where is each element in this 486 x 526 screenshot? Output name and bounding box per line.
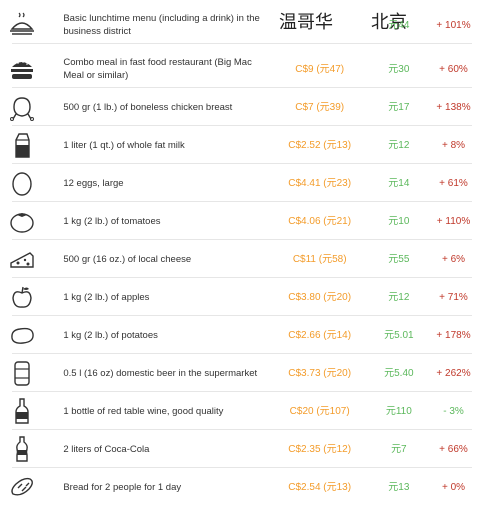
- item-description: 500 gr (1 lb.) of boneless chicken breas…: [63, 101, 233, 113]
- price-difference: + 262%: [436, 367, 471, 379]
- item-description: 1 kg (2 lb.) of tomatoes: [63, 215, 161, 227]
- item-description: 12 eggs, large: [63, 177, 124, 189]
- beijing-price: 元12: [388, 139, 410, 151]
- vancouver-price: C$4.06 (元21): [288, 215, 352, 227]
- table-row: 1 bottle of red table wine, good quality…: [0, 392, 478, 430]
- egg-icon: [0, 164, 43, 202]
- vancouver-price: C$20 (元107): [289, 405, 350, 417]
- apple-icon: [0, 278, 43, 316]
- beijing-price: 元14: [388, 177, 410, 189]
- item-description: 1 kg (2 lb.) of apples: [63, 291, 150, 303]
- vancouver-price: C$9 (元47): [295, 63, 345, 75]
- lunch-tray-icon: [0, 6, 43, 44]
- price-difference: + 6%: [441, 253, 466, 265]
- vancouver-header: 温哥华: [279, 12, 333, 33]
- item-description: Basic lunchtime menu (including a drink)…: [63, 13, 260, 37]
- vancouver-price: C$4.41 (元23): [288, 177, 352, 189]
- item-description: 1 bottle of red table wine, good quality: [63, 405, 224, 417]
- price-difference: + 101%: [436, 19, 471, 31]
- price-difference: + 60%: [439, 63, 468, 75]
- table-row: Bread for 2 people for 1 day C$2.54 (元13…: [0, 468, 478, 506]
- item-description: 2 liters of Coca-Cola: [63, 443, 150, 455]
- item-description: 0.5 l (16 oz) domestic beer in the super…: [63, 367, 258, 379]
- item-description: 1 liter (1 qt.) of whole fat milk: [63, 139, 185, 151]
- table-row: Combo meal in fast food restaurant (Big …: [0, 50, 478, 88]
- beijing-price: 元12: [388, 291, 410, 303]
- price-difference: + 66%: [439, 443, 468, 455]
- beijing-header: 北京: [371, 12, 407, 33]
- beijing-price: 元44: [388, 19, 410, 31]
- item-description: Bread for 2 people for 1 day: [63, 481, 182, 493]
- beer-can-icon: [0, 354, 43, 392]
- burger-icon: [0, 50, 43, 88]
- milk-carton-icon: [0, 126, 43, 164]
- item-description: 1 kg (2 lb.) of potatoes: [63, 329, 158, 341]
- vancouver-price: C$3.73 (元20): [288, 367, 352, 379]
- beijing-price: 元55: [388, 253, 410, 265]
- beijing-price: 元110: [385, 405, 412, 417]
- beijing-price: 元10: [388, 215, 410, 227]
- vancouver-price: C$7 (元39): [295, 101, 345, 113]
- price-difference: + 8%: [441, 139, 466, 151]
- table-row: Basic lunchtime menu (including a drink)…: [0, 6, 478, 44]
- table-row: 1 kg (2 lb.) of tomatoes C$4.06 (元21) 元1…: [0, 202, 478, 240]
- table-row: 500 gr (1 lb.) of boneless chicken breas…: [0, 88, 478, 126]
- price-difference: + 0%: [441, 481, 466, 493]
- item-description: Combo meal in fast food restaurant (Big …: [63, 57, 252, 81]
- price-difference: + 61%: [439, 177, 468, 189]
- table-row: 0.5 l (16 oz) domestic beer in the super…: [0, 354, 478, 392]
- beijing-price: 元5.40: [384, 367, 414, 379]
- table-row: 2 liters of Coca-Cola C$2.35 (元12) 元7 + …: [0, 430, 478, 468]
- cheese-icon: [0, 240, 43, 278]
- table-row: 1 kg (2 lb.) of potatoes C$2.66 (元14) 元5…: [0, 316, 478, 354]
- vancouver-price: C$2.35 (元12): [288, 443, 352, 455]
- bread-icon: [0, 468, 43, 506]
- vancouver-price: C$11 (元58): [292, 253, 347, 265]
- beijing-price: 元7: [391, 443, 407, 455]
- soda-bottle-icon: [0, 430, 43, 468]
- price-difference: - 3%: [443, 405, 464, 417]
- beijing-price: 元13: [388, 481, 410, 493]
- table-row: 1 kg (2 lb.) of apples C$3.80 (元20) 元12 …: [0, 278, 478, 316]
- table-row: 12 eggs, large C$4.41 (元23) 元14 + 61%: [0, 164, 478, 202]
- vancouver-price: C$2.52 (元13): [288, 139, 352, 151]
- table-row: 1 liter (1 qt.) of whole fat milk C$2.52…: [0, 126, 478, 164]
- price-difference: + 71%: [439, 291, 468, 303]
- price-difference: + 178%: [436, 329, 471, 341]
- chicken-icon: [0, 88, 43, 126]
- potato-icon: [0, 316, 43, 354]
- vancouver-price: C$3.80 (元20): [288, 291, 352, 303]
- tomato-icon: [0, 202, 43, 240]
- beijing-price: 元17: [388, 101, 410, 113]
- beijing-price: 元30: [388, 63, 410, 75]
- beijing-price: 元5.01: [384, 329, 414, 341]
- price-difference: + 110%: [436, 215, 471, 227]
- vancouver-price: C$2.66 (元14): [288, 329, 352, 341]
- table-row: 500 gr (16 oz.) of local cheese C$11 (元5…: [0, 240, 478, 278]
- price-difference: + 138%: [436, 101, 471, 113]
- wine-bottle-icon: [0, 392, 43, 430]
- item-description: 500 gr (16 oz.) of local cheese: [63, 253, 192, 265]
- vancouver-price: C$2.54 (元13): [288, 481, 352, 493]
